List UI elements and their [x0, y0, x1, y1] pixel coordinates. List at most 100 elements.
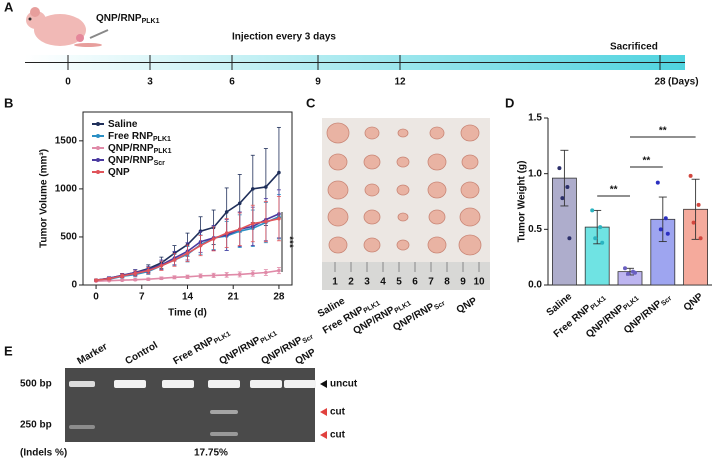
- y-tick-label: 1000: [55, 184, 78, 195]
- data-point: [277, 268, 281, 273]
- legend-label-main: QNP/RNP: [108, 143, 154, 154]
- sig-label: **: [610, 185, 618, 196]
- tumor: [460, 124, 480, 142]
- data-point: [663, 216, 668, 221]
- data-point: [224, 231, 229, 235]
- tumor: [460, 181, 480, 199]
- data-point: [185, 275, 190, 279]
- legend-label: Free RNPPLK1: [108, 131, 171, 143]
- lane-label-main: Free RNP: [171, 335, 216, 367]
- y-tick-label: 1.0: [528, 168, 542, 179]
- timeline-day: 0: [65, 77, 71, 88]
- data-point: [567, 236, 572, 241]
- data-point: [264, 270, 268, 275]
- gel-band: [69, 425, 95, 429]
- data-point: [237, 227, 242, 232]
- band-arrow: [320, 431, 327, 439]
- ruler-label: 3: [364, 277, 370, 288]
- data-point: [560, 196, 565, 201]
- data-point: [146, 268, 151, 273]
- x-axis-label: Time (d): [168, 308, 207, 319]
- legend-label-sub: PLK1: [154, 148, 172, 155]
- lane-label: QNP: [293, 346, 318, 367]
- data-point: [172, 275, 177, 280]
- legend-marker: [96, 158, 100, 162]
- tumor: [461, 154, 479, 170]
- data-point: [598, 225, 603, 230]
- data-point: [698, 236, 703, 241]
- group-label-sub: Scr: [433, 300, 447, 312]
- data-point: [172, 258, 177, 262]
- size-label: 500 bp: [20, 379, 52, 390]
- legend-label: QNP/RNPPLK1: [108, 143, 172, 155]
- sig-label: **: [659, 126, 667, 137]
- treatment-label-sub: PLK1: [142, 18, 160, 25]
- data-point: [277, 216, 281, 221]
- tumor: [326, 122, 350, 144]
- timeline-unit: (Days): [668, 77, 699, 88]
- data-point: [133, 277, 138, 282]
- legend-label: QNP/RNPScr: [108, 155, 165, 167]
- tumor: [429, 126, 445, 140]
- data-point: [655, 180, 660, 185]
- group-label-main: QNP: [455, 295, 480, 316]
- group-label: QNP/RNPScr: [391, 295, 447, 334]
- sig-label: ***: [283, 236, 294, 248]
- x-tick-label: 7: [139, 292, 145, 303]
- y-tick-label: 1500: [55, 135, 78, 146]
- tumor: [459, 207, 481, 227]
- tumor: [458, 234, 482, 256]
- lane-label-main: QNP: [293, 346, 318, 367]
- gel-band: [250, 380, 282, 388]
- data-point: [633, 270, 637, 275]
- tumor: [427, 236, 447, 254]
- data-point: [185, 251, 190, 256]
- tumor: [397, 128, 409, 138]
- tumor-photo: [322, 118, 490, 290]
- timeline-day: 28: [654, 77, 666, 88]
- legend-label: QNP: [108, 167, 130, 178]
- data-point: [264, 219, 268, 224]
- legend-label-main: Saline: [108, 119, 138, 130]
- data-point: [94, 278, 98, 282]
- tumor: [328, 153, 348, 171]
- data-point: [557, 166, 562, 171]
- ruler-label: 4: [380, 277, 386, 288]
- y-tick-label: 0: [71, 280, 77, 291]
- legend-label-sub: PLK1: [153, 136, 171, 143]
- tumor: [427, 153, 447, 171]
- x-tick-label: 14: [182, 292, 194, 303]
- tumor: [396, 184, 410, 196]
- x-tick-label-sub: PLK1: [622, 295, 640, 312]
- gel-band: [210, 410, 238, 414]
- legend-marker: [96, 134, 100, 138]
- gel-band: [284, 380, 316, 388]
- mouse-illustration: [26, 7, 109, 47]
- treatment-label: QNP/RNPPLK1: [96, 13, 160, 25]
- data-point: [251, 187, 255, 191]
- error-bar: [658, 196, 667, 243]
- data-point: [120, 278, 124, 282]
- data-point: [264, 185, 268, 189]
- data-point: [688, 173, 693, 178]
- data-point: [277, 170, 281, 175]
- tumor: [396, 239, 410, 251]
- timeline-note: Injection every 3 days: [232, 32, 336, 43]
- x-tick-label-sub: PLK1: [589, 295, 607, 312]
- panel-label: C: [306, 95, 316, 110]
- tumor: [327, 180, 349, 200]
- panel-label: A: [4, 0, 14, 14]
- legend-marker: [96, 122, 100, 126]
- ruler: [322, 262, 490, 290]
- tumor: [364, 183, 380, 197]
- gel-band: [69, 381, 95, 387]
- data-point: [198, 243, 203, 248]
- y-tick-label: 1.5: [528, 113, 542, 124]
- data-point: [198, 274, 203, 278]
- band-arrow: [320, 380, 327, 388]
- legend-label: Saline: [108, 119, 138, 130]
- tumor: [327, 207, 349, 227]
- tumor: [363, 209, 381, 225]
- data-point: [623, 266, 627, 271]
